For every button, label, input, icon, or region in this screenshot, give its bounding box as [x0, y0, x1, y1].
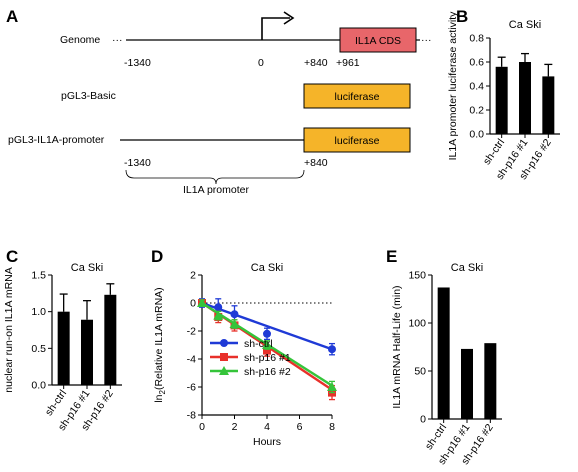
chart-d-legend-marker — [220, 353, 228, 361]
panel-a: A Genome ··· IL1A CDS ··· -1340 0 +840 +… — [6, 7, 432, 196]
coord-minus-1340: -1340 — [124, 57, 151, 69]
tss-arrow — [261, 17, 290, 40]
chart-e-bar — [484, 343, 497, 419]
chart-d-xtick-label: 6 — [297, 421, 303, 433]
chart-d-ytick-label: 0 — [190, 298, 196, 310]
chart-d-xtick-label: 0 — [199, 421, 205, 433]
luciferase-label-promoter: luciferase — [335, 135, 380, 147]
chart-d-xtick-label: 2 — [232, 421, 238, 433]
coord-plus-840: +840 — [304, 57, 328, 69]
tss-arrow-head — [283, 11, 295, 25]
chart-e-bar — [461, 348, 473, 419]
coord-zero: 0 — [258, 57, 264, 69]
chart-c-bar — [81, 319, 93, 385]
chart-d-series-1-point — [263, 329, 271, 338]
chart-e-ytick-label: 150 — [408, 270, 426, 282]
chart-d-series-3-point — [213, 310, 224, 320]
chart-c-ytick-label: 1.5 — [31, 270, 46, 282]
chart-b-bar — [519, 62, 531, 134]
panel-a-letter: A — [6, 7, 18, 26]
chart-d-ytick-label: -8 — [187, 410, 196, 422]
pgl3-promoter-label: pGL3-IL1A-promoter — [8, 134, 105, 146]
chart-d-series-1-point — [230, 310, 239, 319]
chart-b-bar — [542, 76, 555, 134]
chart-e-ytick-label: 0 — [420, 414, 426, 426]
chart-c-bar — [104, 294, 117, 385]
chart-b-bar — [495, 66, 508, 134]
chart-d-series-3-point — [229, 319, 240, 328]
il1a-cds-label: IL1A CDS — [355, 35, 401, 47]
chart-c-title: Ca Ski — [71, 262, 103, 274]
promoter-bracket — [125, 169, 305, 185]
chart-d-series-3-point — [327, 382, 337, 391]
il1a-promoter-label: IL1A promoter — [183, 184, 249, 196]
chart-d-legend-marker — [220, 339, 228, 347]
chart-c-bar — [57, 311, 70, 385]
chart-d-legend-label: sh-p16 #2 — [244, 366, 291, 378]
luciferase-box-promoter — [303, 127, 411, 153]
chart-d-xlabel: Hours — [253, 436, 281, 448]
chart-e-bar — [437, 287, 450, 419]
panel-c-letter: C — [6, 247, 18, 266]
genome-right-dots: ··· — [421, 34, 432, 46]
chart-d-legend-marker — [219, 366, 229, 375]
pgl3-basic-label: pGL3-Basic — [61, 90, 116, 102]
chart-d-ytick-label: -2 — [187, 326, 196, 338]
chart-d-series-3-point — [262, 340, 272, 349]
luciferase-box-basic — [303, 83, 411, 109]
chart-c-ytick-label: 0.5 — [31, 343, 46, 355]
chart-d-xtick-label: 4 — [264, 421, 270, 433]
chart-e-ytick-label: 50 — [414, 366, 426, 378]
chart-c-ytick-label: 0.0 — [31, 380, 46, 392]
chart-b: 0.0 0.2 0.4 0.6 0.8 Ca Ski IL1A promoter lucif… — [447, 11, 560, 182]
chart-d-ylabel: ln2(Relative IL1A mRNA) — [153, 287, 167, 402]
chart-b-title: Ca Ski — [509, 19, 541, 31]
chart-e-title: Ca Ski — [451, 262, 483, 274]
chart-d-series-3-point — [197, 298, 207, 307]
chart-d-title: Ca Ski — [251, 262, 283, 274]
panel-d-letter: D — [151, 247, 163, 266]
chart-e-ytick-label: 100 — [408, 318, 426, 330]
chart-d-legend-label: sh-p16 #1 — [244, 352, 291, 364]
coord2-minus-1340: -1340 — [124, 157, 151, 169]
chart-d-series-1-fit-line — [201, 301, 333, 351]
panel-e-letter: E — [386, 247, 397, 266]
chart-d-ytick-label: -4 — [187, 354, 196, 366]
coord-plus-961: +961 — [336, 57, 360, 69]
chart-d-xtick-label: 8 — [329, 421, 335, 433]
genome-left-dots: ··· — [112, 34, 123, 46]
chart-d-series-1-point — [328, 345, 336, 354]
chart-d-legend-label: sh-ctrl — [244, 338, 273, 350]
chart-b-ytick-label: 0.6 — [469, 57, 484, 69]
panel-b-letter: B — [456, 7, 468, 26]
chart-b-ytick-label: 0.0 — [469, 129, 484, 141]
luciferase-label-basic: luciferase — [335, 91, 380, 103]
chart-b-ytick-label: 0.2 — [469, 105, 484, 117]
chart-e: 0 50 100 150 Ca Ski IL1A mRNA Half-Life (min)… — [391, 262, 502, 467]
chart-d-series-1-point — [214, 303, 223, 312]
chart-e-ylabel: IL1A mRNA Half-Life (min) — [391, 285, 403, 408]
chart-d-ytick-label: -6 — [187, 382, 196, 394]
chart-c-ytick-label: 1.0 — [31, 306, 46, 318]
coord2-plus-840: +840 — [304, 157, 328, 169]
chart-c-ylabel: nuclear run-on IL1A mRNA — [3, 267, 15, 392]
chart-b-ylabel: IL1A promoter luciferase activity — [447, 11, 459, 161]
chart-b-ytick-label: 0.8 — [469, 33, 484, 45]
chart-d-ytick-label: 2 — [190, 270, 196, 282]
chart-c: 0.0 0.5 1.0 1.5 Ca Ski nuclear run-on IL1A mR… — [3, 262, 122, 433]
chart-b-ytick-label: 0.4 — [469, 81, 484, 93]
chart-d-series-2-point — [263, 346, 271, 355]
genome-label: Genome — [60, 34, 100, 46]
